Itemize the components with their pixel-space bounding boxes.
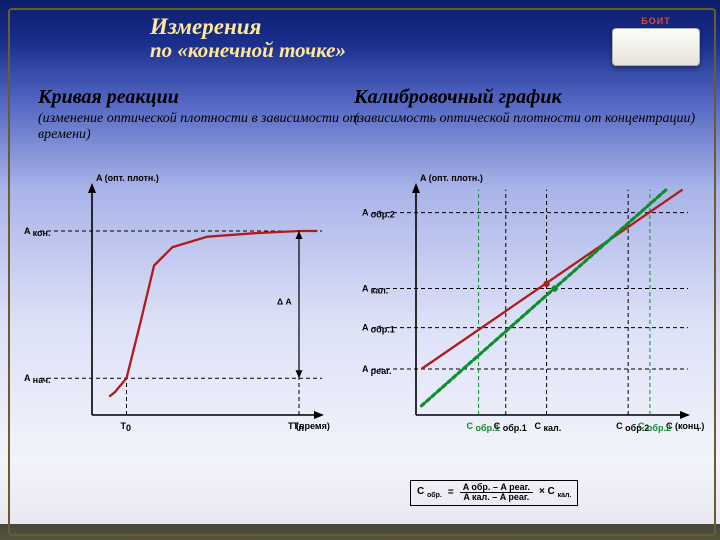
svg-text:A нач.: A нач. — [24, 373, 51, 385]
formula-den: A кал. – A реаг. — [460, 493, 532, 502]
svg-text:Tn: Tn — [293, 421, 304, 433]
ground-strip — [0, 524, 720, 540]
formula-eq: = — [448, 487, 454, 498]
formula-box: C обр. = A обр. – A реаг. A кал. – A реа… — [410, 480, 578, 506]
svg-text:A обр.1: A обр.1 — [362, 323, 395, 335]
formula-rhs: × C кал. — [539, 486, 571, 499]
device-icon — [612, 28, 700, 66]
right-column-header: Калибровочный график (зависимость оптиче… — [354, 86, 704, 127]
svg-text:T0: T0 — [121, 421, 132, 433]
svg-text:A обр.2: A обр.2 — [362, 208, 395, 220]
left-subtitle: (изменение оптической плотности в зависи… — [38, 111, 368, 143]
formula-rhs-sub: кал. — [558, 492, 572, 499]
svg-text:A кал.: A кал. — [362, 284, 388, 296]
svg-text:A (опт. плотн.): A (опт. плотн.) — [420, 173, 483, 183]
formula-lhs-sub: обр. — [427, 492, 442, 499]
svg-text:Δ A: Δ A — [277, 297, 292, 307]
svg-text:A реаг.: A реаг. — [362, 364, 392, 376]
left-heading: Кривая реакции — [38, 86, 368, 109]
calibration-chart: A (опт. плотн.) C (конц.) A обр.2 A кал. A о… — [360, 165, 710, 465]
formula-lhs-main: C — [417, 486, 424, 497]
formula-rhs-main: × C — [539, 486, 555, 497]
title-sub: по «конечной точке» — [150, 39, 346, 62]
svg-text:C кал.: C кал. — [535, 421, 562, 433]
formula-fraction: A обр. – A реаг. A кал. – A реаг. — [460, 483, 533, 503]
title-block: Измерения по «конечной точке» — [150, 14, 346, 62]
right-heading: Калибровочный график — [354, 86, 704, 109]
slide: Измерения по «конечной точке» БОИТ Крива… — [0, 0, 720, 540]
left-column-header: Кривая реакции (изменение оптической пло… — [38, 86, 368, 143]
svg-text:A кон.: A кон. — [24, 226, 51, 238]
device-badge: БОИТ — [612, 16, 700, 66]
formula-lhs: C обр. — [417, 486, 442, 499]
right-subtitle: (зависимость оптической плотности от кон… — [354, 111, 704, 127]
svg-text:C (конц.): C (конц.) — [666, 421, 704, 431]
badge-top: БОИТ — [612, 16, 700, 26]
svg-text:A (опт. плотн.): A (опт. плотн.) — [96, 173, 159, 183]
title-main: Измерения — [150, 14, 346, 39]
reaction-curve-chart: A (опт. плотн.)T (время)A кон.A нач.T0Tn… — [22, 165, 352, 465]
